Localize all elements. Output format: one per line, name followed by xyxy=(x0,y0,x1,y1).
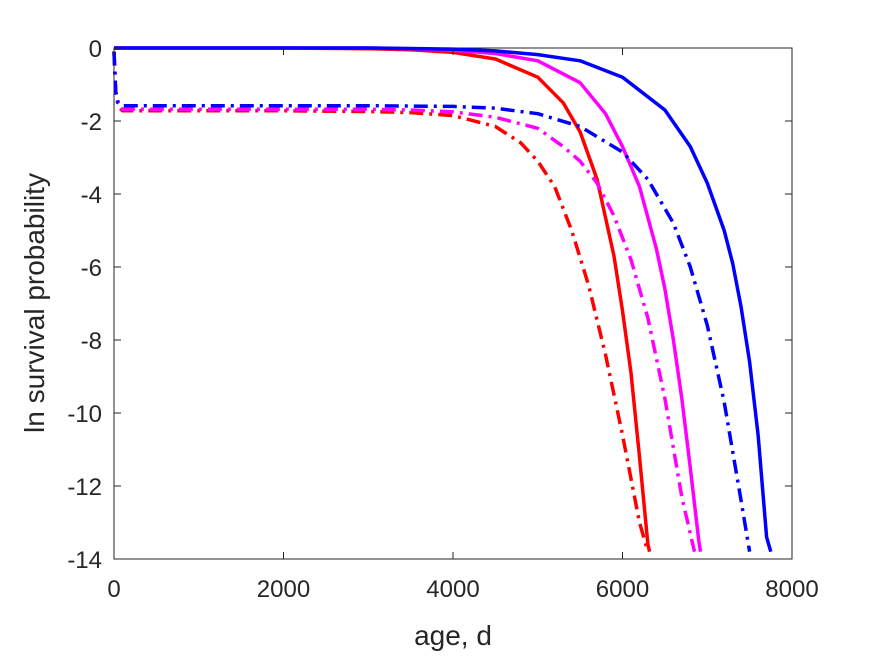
x-axis-label: age, d xyxy=(414,620,492,651)
y-tick-label: -8 xyxy=(81,328,102,355)
y-tick-label: -6 xyxy=(81,255,102,282)
x-tick-label: 2000 xyxy=(257,576,310,603)
series-line-6 xyxy=(112,51,752,552)
y-tick-label: -2 xyxy=(81,109,102,136)
y-axis-label: ln survival probability xyxy=(19,173,50,433)
x-tick-label: 4000 xyxy=(426,576,479,603)
ticks-layer: 0 2000 4000 6000 8000 0 -2 -4 -6 -8 -10 -12 -14 xyxy=(67,36,818,603)
series-line-3 xyxy=(114,46,773,553)
x-tick-label: 6000 xyxy=(596,576,649,603)
y-tick-label: -4 xyxy=(81,182,102,209)
y-tick-label: -10 xyxy=(67,401,102,428)
x-tick-label: 8000 xyxy=(765,576,818,603)
y-tick-label: -12 xyxy=(67,474,102,501)
series-layer xyxy=(112,46,773,553)
x-tick-label: 0 xyxy=(107,576,120,603)
series-line-4 xyxy=(112,51,650,553)
y-tick-label: 0 xyxy=(89,36,102,63)
y-tick-label: -14 xyxy=(67,547,102,574)
